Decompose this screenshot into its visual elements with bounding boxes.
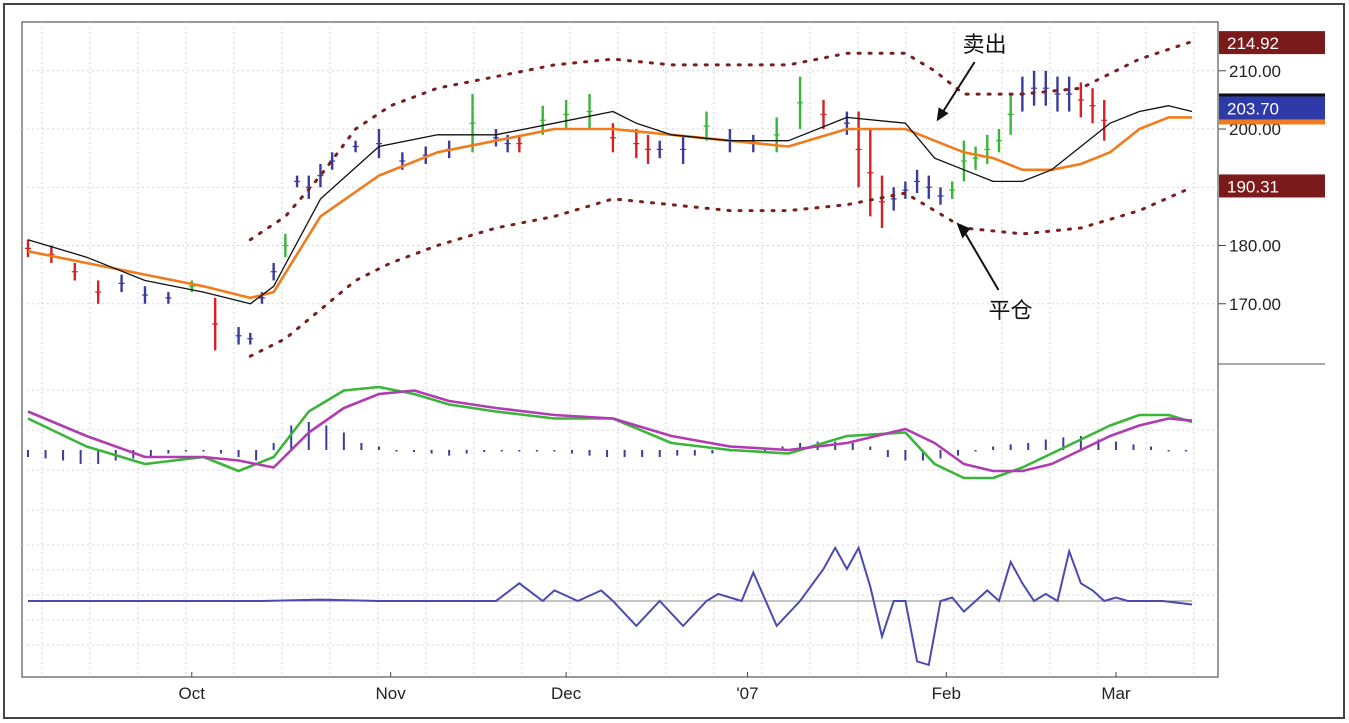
- macd-series-1: [27, 389, 1193, 473]
- x-tick-label: Nov: [376, 684, 407, 703]
- annotation-sell: 卖出: [963, 33, 1007, 58]
- y-tick-label: 200.00: [1229, 120, 1281, 139]
- annotation-close-arrow: [961, 228, 1000, 291]
- oscillator-series-1: [28, 545, 1193, 667]
- x-axis: Oct Nov Dec '07 Feb Mar: [179, 672, 1131, 703]
- y-tick-label: 210.00: [1229, 62, 1281, 81]
- price-series-2: [248, 40, 1194, 242]
- x-tick-label: Dec: [551, 684, 582, 703]
- annotation-sell-arrow: [939, 61, 976, 116]
- price-badge: [1219, 96, 1325, 120]
- price-panel: [25, 40, 1194, 358]
- annotation-close: 平仓: [988, 299, 1032, 324]
- price-badge: [1219, 31, 1325, 55]
- y-tick-label: 170.00: [1229, 295, 1281, 314]
- price-badge-label: 190.31: [1227, 177, 1279, 196]
- annotation-close-arrowhead: [956, 222, 971, 239]
- price-badges: 214.92 203.70 190.31: [1219, 31, 1325, 198]
- x-tick-label: '07: [736, 684, 758, 703]
- x-tick-label: Feb: [932, 684, 961, 703]
- last-price-badge-border: [1219, 93, 1325, 98]
- y-tick-label: 180.00: [1229, 237, 1281, 256]
- macd-panel: [27, 385, 1193, 480]
- ma-price-badge: [1219, 119, 1325, 125]
- oscillator-panel: [28, 545, 1193, 667]
- price-badge-label: 214.92: [1227, 34, 1279, 53]
- x-tick-label: Oct: [179, 684, 206, 703]
- annotation-sell-arrowhead: [936, 107, 949, 122]
- price-badge-label: 203.70: [1227, 99, 1279, 118]
- price-series-3: [248, 185, 1194, 358]
- y-axis: 210.00 200.00 180.00 170.00: [1218, 62, 1281, 314]
- macd-series-0: [27, 385, 1193, 480]
- price-series-1: [27, 105, 1193, 305]
- x-tick-label: Mar: [1101, 684, 1131, 703]
- price-badge: [1219, 174, 1325, 198]
